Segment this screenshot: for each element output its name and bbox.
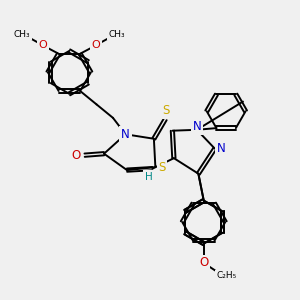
Text: S: S (162, 104, 169, 118)
Text: O: O (39, 40, 47, 50)
Text: O: O (199, 256, 208, 269)
Text: O: O (72, 149, 81, 162)
Text: CH₃: CH₃ (13, 29, 30, 38)
Text: N: N (193, 120, 201, 133)
Text: C₂H₅: C₂H₅ (217, 271, 237, 280)
Text: N: N (121, 128, 130, 141)
Text: H: H (145, 172, 153, 182)
Text: CH₃: CH₃ (109, 29, 125, 38)
Text: O: O (91, 40, 100, 50)
Text: S: S (158, 160, 166, 174)
Text: N: N (217, 142, 226, 155)
